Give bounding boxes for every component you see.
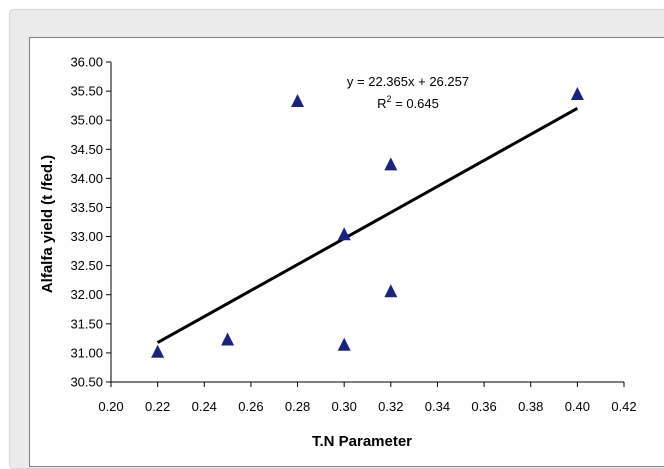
x-tick-label: 0.22: [145, 399, 170, 414]
data-point-marker: [337, 227, 351, 241]
r2-superscript: 2: [387, 94, 392, 104]
chart-frame: [29, 37, 664, 467]
y-tick-label: 36.00: [70, 55, 103, 70]
r2-value: = 0.645: [392, 96, 439, 111]
x-tick-label: 0.30: [332, 399, 357, 414]
data-point-marker: [570, 87, 584, 100]
y-tick-label: 34.50: [70, 142, 103, 157]
y-tick-label: 35.00: [70, 113, 103, 128]
y-tick-label: 33.50: [70, 200, 103, 215]
x-tick-label: 0.42: [611, 399, 636, 414]
data-point-marker: [151, 344, 165, 358]
x-tick-label: 0.36: [471, 399, 496, 414]
y-tick-label: 31.00: [70, 345, 103, 360]
data-point-marker: [337, 337, 351, 351]
equation-label: y = 22.365x + 26.257: [347, 74, 469, 89]
x-tick-label: 0.26: [238, 399, 263, 414]
data-markers: [151, 87, 584, 358]
y-tick-label: 30.50: [70, 375, 103, 390]
x-tick-label: 0.28: [285, 399, 310, 414]
scatter-chart: 30.50 31.00 31.50 32.00 32.50 33.00 33.50 34.00…: [39, 55, 637, 451]
y-tick-label: 32.00: [70, 287, 103, 302]
data-point-marker: [384, 157, 398, 171]
x-tick-label: 0.38: [518, 399, 543, 414]
x-tick-label: 0.34: [425, 399, 450, 414]
data-point-marker: [221, 332, 235, 346]
tick-labels: 30.50 31.00 31.50 32.00 32.50 33.00 33.50 34.00…: [70, 55, 636, 415]
x-axis-title: T.N Parameter: [312, 433, 412, 450]
y-tick-label: 35.50: [70, 84, 103, 99]
r-squared-label: R2 = 0.645: [377, 94, 439, 111]
axes: [106, 61, 625, 387]
y-tick-label: 34.00: [70, 171, 103, 186]
y-tick-label: 33.00: [70, 229, 103, 244]
y-tick-label: 32.50: [70, 258, 103, 273]
data-point-marker: [291, 93, 305, 107]
r2-letter: R: [377, 96, 386, 111]
y-tick-label: 31.50: [70, 316, 103, 331]
y-axis-title: Alfalfa yield (t /fed.): [39, 155, 56, 293]
trendline: [156, 107, 579, 344]
x-tick-label: 0.20: [98, 399, 123, 414]
data-point-marker: [384, 284, 398, 298]
x-tick-label: 0.24: [192, 399, 217, 414]
x-tick-label: 0.32: [378, 399, 403, 414]
x-tick-label: 0.40: [565, 399, 590, 414]
